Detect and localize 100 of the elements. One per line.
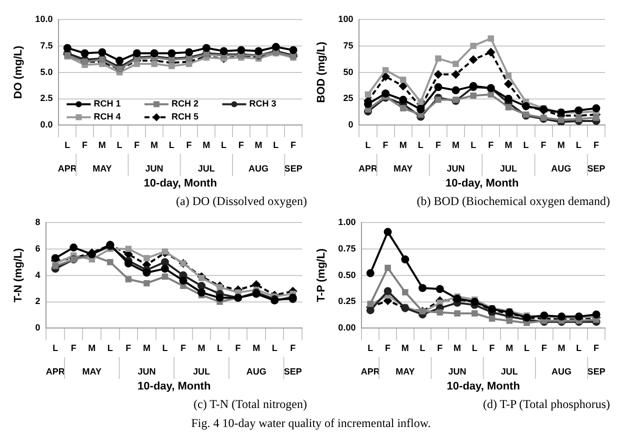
y-tick-label: 100 [338,14,354,24]
y-tick-label: 0 [348,120,354,130]
text: AUG [246,366,266,376]
x-tick-label: L [64,140,71,150]
y-tick-label: 1.00 [338,216,356,227]
x-tick-label: L [365,140,372,150]
x-tick-label: F [541,343,548,354]
text: JUL [500,366,518,376]
legend-label: RCH 3 [249,98,276,109]
x-axis-title: 10-day, Month [138,380,211,393]
x-tick-label: L [217,343,224,354]
text: MAY [82,366,102,376]
y-tick-label: 0 [35,322,40,333]
text: APR [360,366,380,376]
text: SEP [587,163,606,174]
x-tick-label: M [150,140,158,150]
x-tick-label: F [186,140,192,150]
text: (d) T-P (Total phosphorus) [482,397,611,413]
y-tick-label: 0.0 [40,120,53,130]
y-tick-label: 8 [35,216,40,227]
x-tick-label: L [116,140,123,150]
x-tick-label: L [273,140,280,150]
y-tick-label: 0.50 [338,270,356,280]
legend-label: RCH 2 [171,98,198,109]
text: APR [58,163,78,174]
y-tick-label: 0.00 [338,322,356,333]
x-tick-label: M [557,140,565,150]
x-tick-label: M [401,343,409,354]
x-tick-label: L [576,343,582,354]
x-axis-title: 10-day, Month [144,178,218,190]
x-tick-label: M [88,343,96,354]
y-tick-label: 7.5 [40,40,53,50]
text: SEP [284,366,302,376]
x-tick-label: M [558,343,566,354]
x-tick-label: M [198,343,206,354]
y-axis-title: T-N (mg/L) [12,248,25,302]
text: SEP [284,163,302,174]
x-axis-title: 10-day, Month [446,178,519,190]
text: (a) DO (Dissolved oxygen) [175,194,308,210]
x-tick-label: L [168,140,175,150]
x-tick-label: F [489,343,496,354]
y-tick-label: 0.25 [338,296,356,306]
x-tick-label: M [506,343,514,354]
x-tick-label: F [82,140,88,150]
y-tick-label: 50 [343,66,354,77]
y-axis-title: DO (mg/L) [12,45,25,99]
text: JUN [145,163,164,174]
legend-label: RCH 5 [171,112,198,122]
text: APR [46,366,66,376]
x-tick-label: F [180,343,186,354]
text: Fig. 4 10-day water quality of incremental inflow. [190,416,432,431]
x-tick-label: F [435,140,442,150]
text: JUN [446,163,465,174]
y-tick-label: 6 [35,243,40,254]
text: (b) BOD (Biochemical oxygen demand) [416,194,611,210]
text: JUL [500,163,518,174]
y-axis-title: BOD (mg/L) [316,41,328,103]
x-tick-label: F [70,343,77,354]
y-tick-label: 75 [343,40,354,50]
x-tick-label: L [162,343,168,354]
x-tick-label: F [385,343,392,354]
x-tick-label: F [126,343,132,354]
x-tick-label: L [52,343,59,354]
text: AUG [248,163,269,174]
x-tick-label: L [420,343,426,354]
y-tick-label: 4 [35,270,40,280]
text: (c) T-N (Total nitrogen) [192,397,308,413]
text: SEP [587,366,606,376]
x-tick-label: F [594,343,600,354]
text: JUL [193,366,211,376]
legend-label: RCH 4 [94,112,121,122]
x-tick-label: L [524,343,530,354]
x-tick-label: M [504,140,512,150]
x-tick-label: F [134,140,140,150]
text: MAY [396,366,415,376]
x-tick-label: M [452,140,460,150]
x-tick-label: F [290,343,296,354]
x-tick-label: L [418,140,424,150]
y-tick-label: 2.5 [40,93,53,104]
y-tick-label: 25 [343,93,354,104]
x-tick-label: F [290,140,297,150]
x-tick-label: L [107,343,114,354]
x-tick-label: F [437,343,444,354]
y-axis-title: T-P (mg/L) [316,248,328,302]
x-axis-title: 10-day, Month [446,380,520,393]
x-tick-label: L [272,343,278,354]
text: MAY [394,163,413,174]
x-tick-label: L [576,140,582,150]
y-tick-label: 0.75 [338,243,356,254]
x-tick-label: M [202,140,210,150]
text: AUG [551,163,572,174]
x-tick-label: F [238,140,244,150]
x-tick-label: M [399,140,407,150]
x-tick-label: F [235,343,242,354]
y-tick-label: 5.0 [40,66,53,77]
text: AUG [552,366,572,376]
legend-label: RCH 1 [94,98,121,109]
x-tick-label: M [254,140,262,150]
text: JUL [198,163,216,174]
x-tick-label: L [523,140,530,150]
